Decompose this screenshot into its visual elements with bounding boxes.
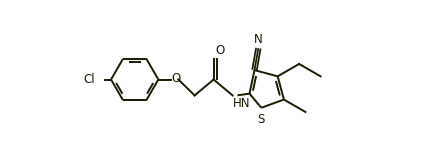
Text: HN: HN	[233, 97, 250, 110]
Text: O: O	[214, 44, 224, 57]
Text: Cl: Cl	[83, 73, 95, 86]
Text: S: S	[257, 113, 265, 126]
Text: N: N	[253, 33, 262, 46]
Text: O: O	[171, 72, 181, 85]
